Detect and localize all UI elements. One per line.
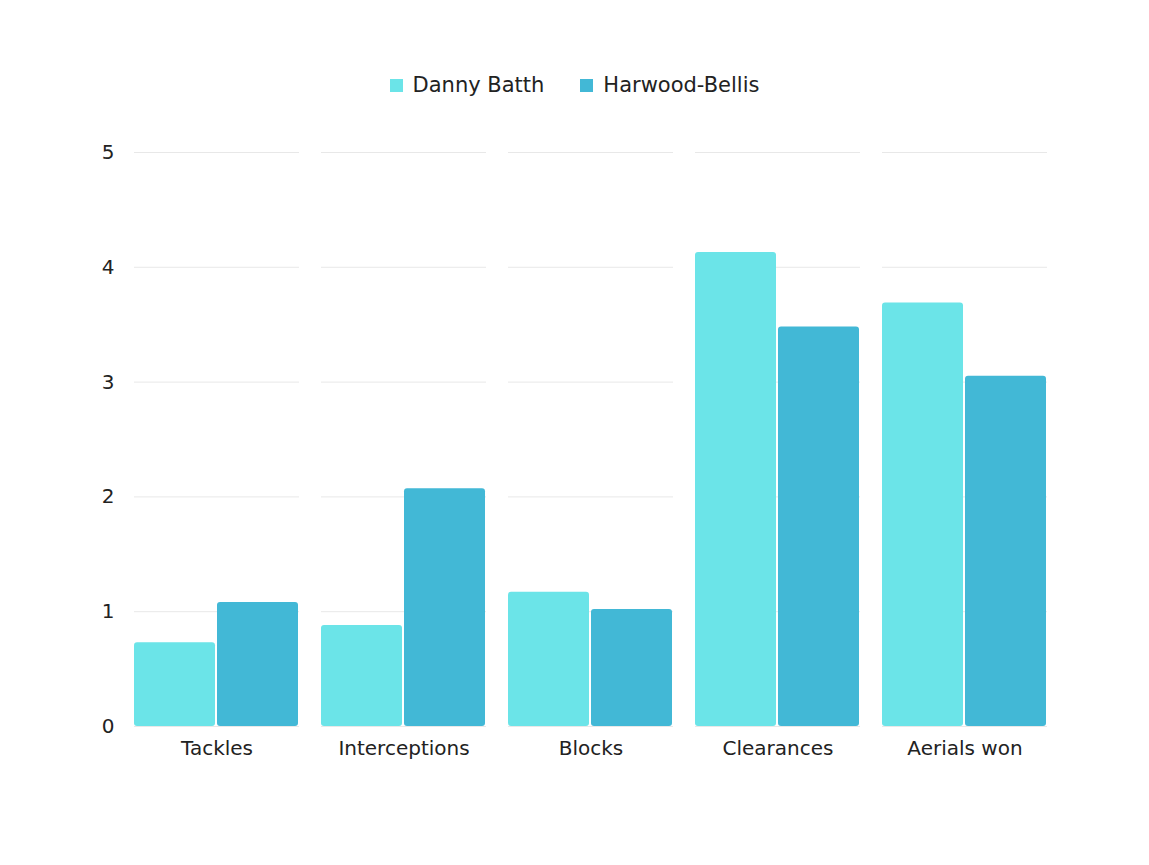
svg-text:1: 1: [102, 599, 115, 623]
svg-text:3: 3: [102, 370, 115, 394]
svg-text:Aerials won: Aerials won: [907, 736, 1022, 760]
svg-text:5: 5: [102, 140, 115, 164]
html-text:Danny Batth: Danny Batth: [412, 73, 545, 97]
svg-text:0: 0: [102, 714, 115, 738]
svg-text:Blocks: Blocks: [559, 736, 624, 760]
svg-text:4: 4: [102, 255, 115, 279]
svg-text:2: 2: [102, 484, 115, 508]
html-text:Harwood-Bellis: Harwood-Bellis: [603, 73, 760, 97]
svg-text:Clearances: Clearances: [723, 736, 834, 760]
svg-text:Tackles: Tackles: [180, 736, 253, 760]
svg-text:Interceptions: Interceptions: [338, 736, 469, 760]
